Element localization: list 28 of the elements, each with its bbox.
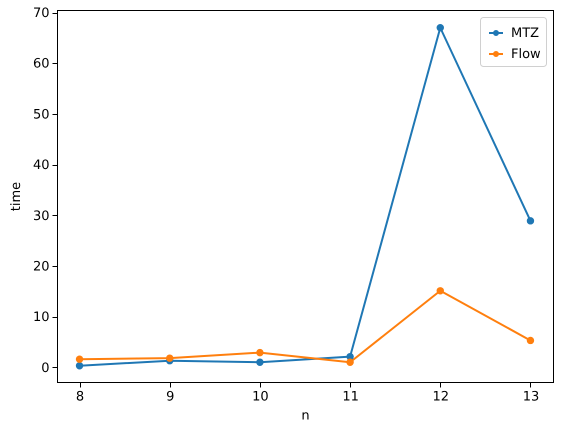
y-axis-title: time — [8, 182, 24, 212]
legend-label: MTZ — [511, 26, 540, 41]
point — [166, 354, 174, 362]
y-tick-label: 30 — [32, 208, 50, 224]
y-tick-label: 40 — [32, 158, 50, 174]
point — [346, 358, 354, 366]
x-tick-label: 8 — [76, 390, 84, 404]
x-tick-label: 11 — [342, 390, 359, 404]
point — [436, 24, 444, 32]
legend-label: Flow — [511, 47, 542, 62]
y-tick-label: 70 — [32, 6, 50, 22]
point — [256, 358, 264, 366]
point — [76, 355, 84, 363]
x-tick-label: 10 — [252, 390, 269, 404]
x-tick-label: 13 — [522, 390, 540, 404]
y-tick-label: 60 — [32, 56, 50, 72]
y-tick-label: 20 — [32, 259, 50, 274]
y-tick-label: 0 — [41, 360, 50, 376]
x-tick-label: 12 — [432, 390, 450, 404]
y-tick-label: 10 — [32, 310, 50, 326]
point — [436, 287, 444, 294]
x-tick-label: 9 — [166, 390, 174, 404]
point — [76, 362, 84, 370]
y-tick-label: 50 — [32, 107, 50, 122]
x-axis-title: n — [301, 408, 310, 424]
point — [526, 217, 534, 225]
point — [526, 336, 534, 344]
point — [256, 348, 264, 356]
